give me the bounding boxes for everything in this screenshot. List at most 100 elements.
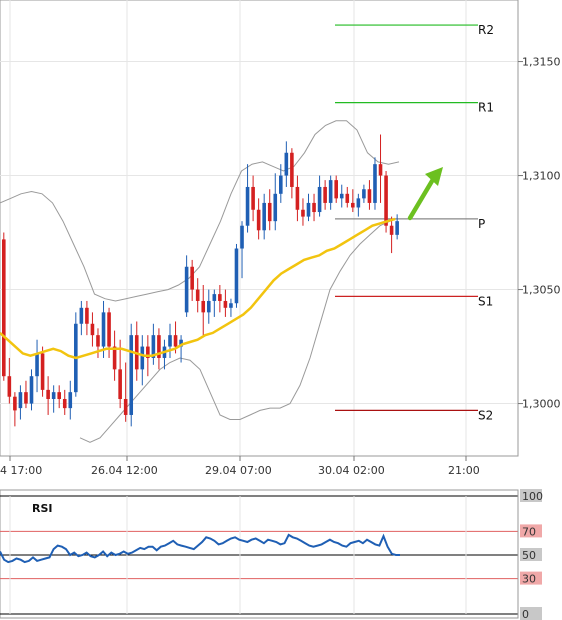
- candle-body: [317, 186, 322, 213]
- candle-body: [245, 186, 250, 226]
- candle-body: [179, 339, 183, 347]
- candlestick: [201, 285, 206, 336]
- pivot-level-label: P: [478, 217, 485, 231]
- candlestick: [129, 323, 134, 427]
- candle-body: [229, 303, 233, 308]
- pivot-level-label: R1: [478, 101, 494, 115]
- rsi-tick-label: 100: [522, 490, 543, 503]
- candle-body: [389, 225, 394, 235]
- rsi-tick-badge: [520, 571, 542, 585]
- rsi-plot-frame: [0, 489, 519, 619]
- pivot-level-label: S1: [478, 294, 493, 308]
- candlestick: [295, 175, 300, 222]
- candlestick: [29, 369, 34, 411]
- rsi-line: [0, 533, 400, 564]
- up-arrow-icon: [407, 167, 443, 221]
- candlestick: [229, 298, 233, 317]
- candle-body: [123, 399, 128, 415]
- candlestick: [157, 328, 161, 370]
- candlestick: [334, 175, 338, 203]
- candlestick: [389, 216, 394, 254]
- rsi-tick-label: 30: [522, 573, 536, 586]
- candle-body: [262, 202, 266, 231]
- candlestick: [40, 346, 45, 397]
- candle-body: [290, 152, 294, 187]
- price-tick-label: 1,3000: [522, 398, 561, 411]
- candlestick: [35, 339, 39, 393]
- candlestick: [317, 175, 322, 217]
- candle-body: [157, 335, 161, 358]
- candle-body: [90, 323, 95, 336]
- candlestick: [312, 193, 316, 222]
- candle-body: [218, 294, 222, 301]
- candlestick: [2, 232, 6, 381]
- candle-body: [51, 392, 56, 399]
- candlestick: [90, 312, 95, 347]
- candle-body: [18, 392, 23, 409]
- candlestick: [245, 164, 250, 233]
- candle-body: [395, 221, 399, 235]
- candlestick: [301, 198, 305, 226]
- candle-body: [96, 335, 100, 347]
- candle-body: [168, 335, 172, 347]
- candle-body: [7, 376, 12, 397]
- candle-body: [46, 389, 50, 399]
- candlestick: [256, 198, 261, 240]
- candle-body: [351, 202, 355, 208]
- candlestick: [195, 278, 200, 313]
- candlestick: [284, 141, 289, 187]
- candlestick: [206, 289, 211, 324]
- rsi-tick-label: 50: [522, 549, 536, 562]
- rsi-axis: 100 70 50 30 0: [517, 489, 543, 620]
- rsi-tick-badge: [520, 607, 542, 620]
- candle-body: [367, 189, 372, 203]
- candle-body: [279, 175, 283, 194]
- candle-body: [35, 353, 39, 377]
- candlestick: [140, 335, 145, 386]
- candle-body: [334, 180, 338, 199]
- candle-body: [62, 399, 67, 409]
- candle-body: [306, 202, 311, 217]
- candle-body: [40, 353, 45, 390]
- candlestick: [290, 148, 294, 199]
- candlestick: [273, 173, 278, 231]
- price-tick-label: 1,3050: [522, 284, 561, 297]
- candle-body: [13, 396, 17, 411]
- candle-body: [345, 193, 350, 203]
- rsi-grid: [0, 495, 518, 615]
- candlestick: [306, 193, 311, 222]
- candlestick: [51, 385, 56, 413]
- candlestick: [179, 335, 183, 363]
- candle-body: [284, 152, 289, 176]
- candle-body: [29, 376, 34, 404]
- candle-body: [151, 335, 156, 358]
- time-tick-label: 21:00: [448, 464, 480, 477]
- candlestick: [112, 330, 117, 381]
- candle-body: [85, 307, 89, 324]
- candle-body: [240, 225, 244, 249]
- candle-body: [373, 164, 377, 203]
- candle-body: [328, 180, 333, 203]
- candle-body: [378, 164, 383, 176]
- main-plot-area: R2 R1 P S1 S2: [0, 0, 519, 457]
- candlestick: [96, 328, 100, 358]
- candlestick: [267, 189, 272, 231]
- candle-body: [112, 346, 117, 370]
- pivot-levels: R2 R1 P S1 S2: [335, 23, 494, 422]
- candle-body: [273, 193, 278, 222]
- candlestick: [395, 214, 399, 240]
- candlestick: [62, 389, 67, 415]
- candlestick: [212, 289, 217, 317]
- time-axis: 4 17:00 26.04 12:00 29.04 07:00 30.04 02:00…: [0, 455, 518, 477]
- candle-body: [190, 266, 194, 290]
- candlestick: [46, 376, 50, 415]
- candle-body: [212, 294, 217, 301]
- candlestick: [378, 134, 383, 203]
- candle-body: [267, 202, 272, 222]
- candle-body: [24, 392, 28, 404]
- candle-body: [184, 266, 189, 313]
- candle-body: [129, 335, 134, 415]
- candle-body: [206, 300, 211, 313]
- time-tick-label: 26.04 12:00: [91, 464, 158, 477]
